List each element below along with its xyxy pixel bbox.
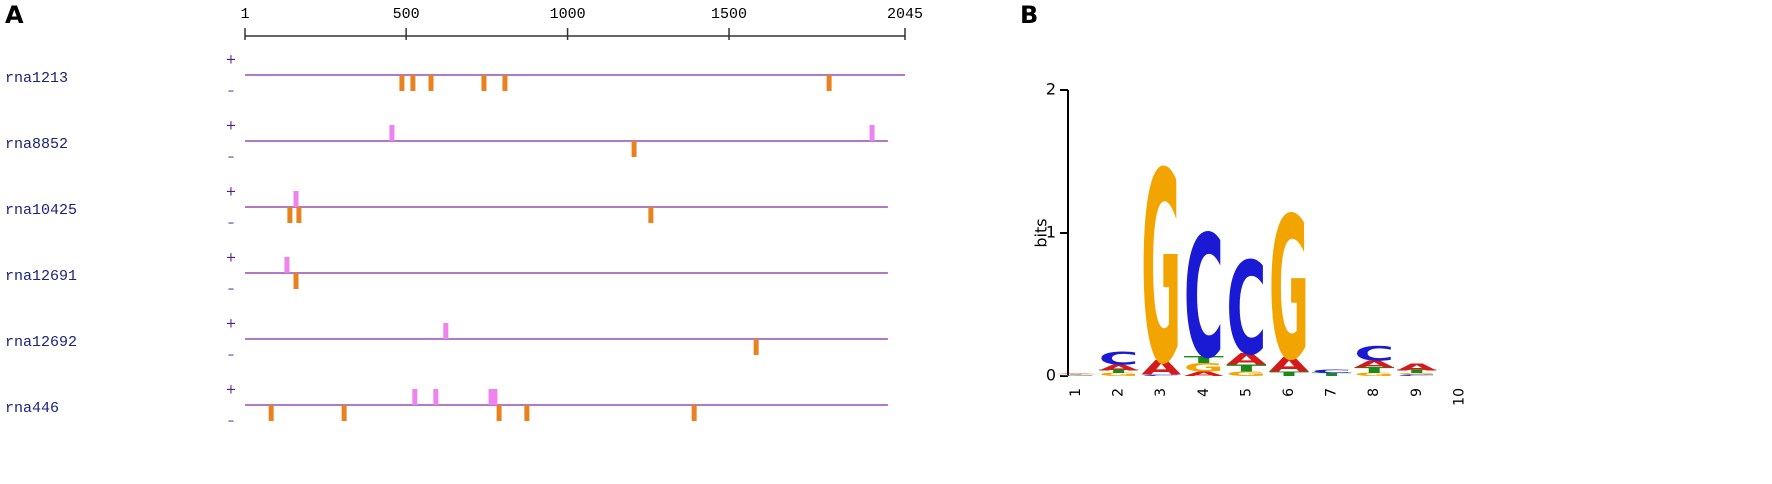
logo-letter: T: [1397, 369, 1438, 374]
y-tick-label: 0: [1046, 366, 1056, 385]
minus-site: [496, 405, 502, 421]
plus-site: [869, 125, 875, 141]
panel-label: A: [5, 1, 24, 29]
minus-site: [502, 75, 508, 91]
x-tick-label: 9: [1409, 388, 1425, 397]
sequence-name: rna12692: [5, 334, 77, 351]
minus-site: [341, 405, 347, 421]
x-tick-label: 1500: [711, 6, 747, 23]
minus-site: [648, 207, 654, 223]
x-tick-label: 7: [1324, 388, 1340, 397]
plus-site: [488, 389, 494, 405]
strand-label: +: [226, 317, 237, 332]
minus-site: [399, 75, 405, 91]
strand-label: –: [228, 348, 235, 363]
strand-label: +: [226, 53, 237, 68]
minus-site: [293, 273, 299, 289]
y-axis-label: bits: [1032, 218, 1051, 247]
x-tick-label: 2045: [887, 6, 923, 23]
x-tick-label: 5: [1238, 388, 1254, 397]
logo-letter: T: [1184, 354, 1224, 365]
logo-letter: C: [1056, 375, 1096, 376]
plus-site: [389, 125, 395, 141]
panel-label: B: [1020, 1, 1038, 29]
logo-letter: C: [1184, 200, 1224, 396]
logo-letter: A: [1226, 351, 1267, 369]
strand-label: –: [228, 414, 235, 429]
logo-letter: T: [1354, 366, 1395, 375]
x-tick-label: 10: [1451, 388, 1467, 406]
sequence-name: rna10425: [5, 202, 77, 219]
logo-letter: G: [1269, 176, 1309, 404]
x-tick-label: 8: [1366, 388, 1382, 397]
sequence-name: rna446: [5, 400, 59, 417]
logo-letter: T: [1099, 369, 1140, 374]
y-tick-label: 1: [1046, 223, 1056, 242]
minus-site: [691, 405, 697, 421]
logo-letter: C: [1354, 342, 1394, 365]
logo-letter: A: [1397, 361, 1437, 373]
logo-letter: T: [1226, 363, 1266, 374]
strand-label: –: [228, 150, 235, 165]
x-tick-label: 2: [1111, 388, 1127, 397]
logo-letter: A: [1056, 373, 1097, 374]
logo-letter: A: [1099, 363, 1140, 372]
minus-site: [826, 75, 832, 91]
strand-label: –: [228, 84, 235, 99]
logo-letter: G: [1056, 374, 1096, 375]
plus-site: [492, 389, 498, 405]
logo-letter: C: [1141, 374, 1181, 376]
sequence-name: rna1213: [5, 70, 68, 87]
x-tick-label: 4: [1196, 388, 1212, 397]
strand-label: –: [228, 216, 235, 231]
minus-site: [428, 75, 434, 91]
logo-letter: T: [1269, 370, 1310, 377]
minus-site: [524, 405, 530, 421]
logo-letter: G: [1397, 373, 1437, 375]
plus-site: [443, 323, 449, 339]
x-tick-label: 1000: [550, 6, 586, 23]
minus-site: [296, 207, 302, 223]
logo-letter: G: [1141, 117, 1181, 423]
logo-letter: C: [1312, 370, 1352, 375]
logo-letter: T: [1056, 374, 1097, 375]
strand-label: +: [226, 251, 237, 266]
minus-site: [631, 141, 637, 157]
minus-site: [268, 405, 274, 421]
sequence-name: rna8852: [5, 136, 68, 153]
logo-letter: A: [1269, 354, 1310, 377]
strand-label: –: [228, 282, 235, 297]
minus-site: [481, 75, 487, 91]
logo-letter: C: [1397, 374, 1437, 376]
x-tick-label: 6: [1281, 388, 1297, 397]
logo-letter: A: [1354, 358, 1394, 370]
strand-label: +: [226, 119, 237, 134]
plus-site: [284, 257, 290, 273]
x-tick-label: 1: [240, 6, 249, 23]
plus-site: [433, 389, 439, 405]
strand-label: +: [226, 185, 237, 200]
y-tick-label: 2: [1046, 80, 1056, 99]
x-tick-label: 500: [393, 6, 420, 23]
logo-letter: C: [1226, 236, 1266, 384]
logo-letter: G: [1354, 372, 1394, 377]
minus-site: [753, 339, 759, 355]
minus-site: [287, 207, 293, 223]
minus-site: [410, 75, 416, 91]
plus-site: [412, 389, 418, 405]
logo-letter: G: [1099, 372, 1139, 377]
logo-letter: A: [1184, 371, 1225, 378]
logo-letter: C: [1099, 348, 1139, 369]
x-tick-label: 1: [1068, 388, 1084, 397]
plus-site: [293, 191, 299, 207]
logo-letter: A: [1141, 357, 1182, 380]
x-tick-label: 3: [1153, 388, 1169, 397]
strand-label: +: [226, 383, 237, 398]
sequence-name: rna12691: [5, 268, 77, 285]
logo-letter: T: [1312, 372, 1353, 377]
logo-letter: G: [1184, 361, 1224, 375]
logo-letter: G: [1226, 371, 1266, 378]
